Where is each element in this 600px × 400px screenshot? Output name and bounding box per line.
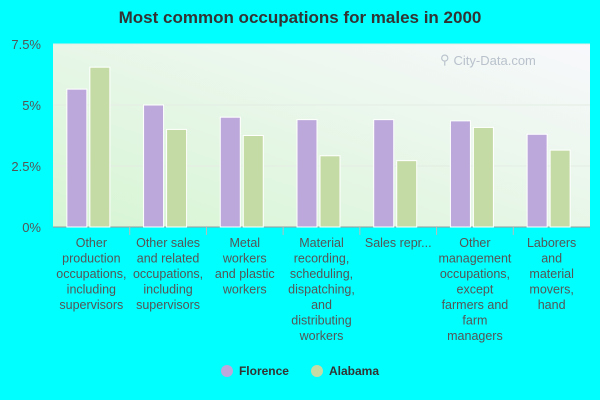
legend: Florence Alabama [0, 364, 600, 378]
bar-florence [296, 119, 318, 228]
bar-florence [143, 104, 165, 228]
legend-label-florence: Florence [238, 364, 289, 378]
x-category-label: Metal workers and plastic workers [215, 236, 275, 297]
legend-swatch-florence [220, 365, 233, 377]
legend-item-alabama: Alabama [310, 364, 380, 378]
chart-title: Most common occupations for males in 200… [118, 8, 482, 27]
bar-alabama [166, 128, 188, 228]
y-tick-label: 0% [22, 220, 41, 235]
bar-florence [526, 133, 548, 228]
watermark: ⚲ City-Data.com [440, 52, 536, 68]
bar-florence [449, 120, 471, 228]
x-category-label: Material recording, scheduling, dispatching… [288, 236, 355, 343]
bar-alabama [396, 160, 418, 228]
plot-area: 0% 2.5% 5% 7.5% Other production occupations, i… [11, 37, 590, 343]
x-category-label: Sales repr... [365, 236, 432, 250]
search-icon: ⚲ [440, 52, 450, 67]
bar-alabama [319, 155, 341, 228]
bar-florence [373, 119, 395, 228]
bar-chart: 0% 2.5% 5% 7.5% Other production occupations, i… [11, 37, 590, 343]
bar-alabama [549, 149, 571, 228]
legend-label-alabama: Alabama [328, 364, 380, 378]
watermark-text: City-Data.com [453, 52, 536, 68]
bar-florence [219, 116, 241, 228]
x-category-label: Other management occupations, except farmers… [438, 236, 511, 343]
bar-alabama [242, 135, 264, 228]
y-tick-label: 5% [22, 98, 41, 113]
x-category-label: Laborers and material movers, hand [527, 236, 576, 312]
bar-alabama [472, 126, 494, 228]
legend-swatch-alabama [310, 365, 323, 377]
y-tick-label: 2.5% [11, 159, 41, 174]
legend-item-florence: Florence [220, 364, 289, 378]
y-tick-label: 7.5% [11, 37, 41, 52]
x-category-label: Other sales and related occupations, includ… [133, 236, 203, 312]
bar-florence [66, 88, 88, 228]
bar-alabama [89, 66, 111, 228]
x-category-label: Other production occupations, including supe… [56, 236, 126, 312]
